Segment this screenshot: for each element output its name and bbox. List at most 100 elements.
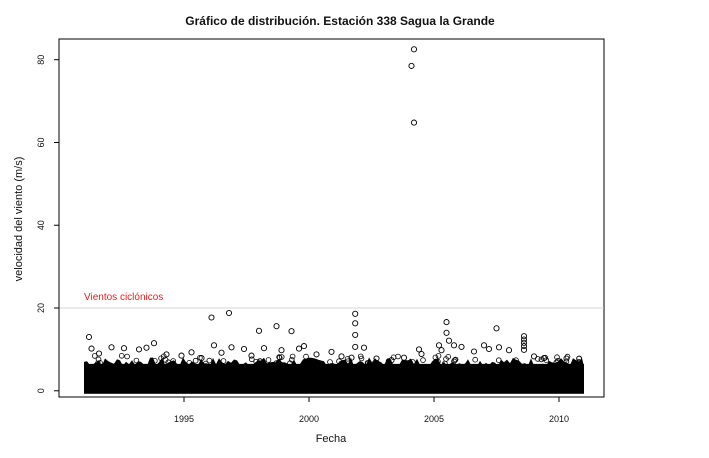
data-point [225, 309, 233, 317]
data-point [400, 354, 408, 361]
data-point [163, 351, 170, 358]
data-point [520, 333, 528, 340]
data-point [540, 355, 548, 362]
data-point [563, 355, 570, 362]
data-point [408, 62, 415, 69]
band-point [435, 353, 442, 359]
dense-band-fill [84, 363, 584, 394]
data-point [178, 352, 185, 359]
band-point [327, 359, 333, 365]
data-point [300, 343, 308, 350]
band-point [124, 353, 130, 360]
data-point [218, 349, 225, 356]
x-tick-label: 2005 [424, 414, 444, 424]
data-point [443, 319, 450, 326]
y-axis: 0 20 40 60 80 [36, 55, 60, 393]
data-point [410, 46, 418, 53]
data-point [228, 344, 235, 351]
band-point [364, 360, 371, 366]
band-point [576, 355, 582, 362]
band-point [385, 358, 392, 364]
data-point [360, 344, 368, 351]
data-point [240, 345, 248, 353]
y-tick-label: 40 [36, 220, 46, 230]
band-point [97, 359, 103, 366]
y-axis-label: velocidad del viento (m/s) [13, 157, 25, 282]
data-point [373, 355, 380, 362]
band-point [192, 357, 199, 364]
band-point [133, 357, 140, 364]
data-point [450, 342, 458, 349]
data-point [485, 345, 493, 353]
band-point [357, 353, 364, 360]
data-points [85, 46, 583, 366]
chart-title: Gráfico de distribución. Estación 338 Sa… [185, 14, 495, 28]
band-point [443, 356, 449, 362]
data-point [388, 357, 395, 364]
band-point [303, 353, 309, 360]
data-point [470, 348, 478, 355]
band-point [409, 359, 416, 365]
data-point [85, 333, 93, 341]
data-point [410, 119, 418, 126]
data-point [530, 353, 538, 360]
data-point [520, 336, 528, 343]
band-point [220, 358, 227, 364]
data-point [120, 345, 128, 352]
band-point [373, 359, 380, 366]
data-point [313, 351, 320, 358]
data-point [248, 352, 255, 359]
data-point [352, 310, 359, 317]
band-point [513, 357, 519, 364]
band-point [273, 360, 279, 367]
plot-frame [58, 38, 605, 398]
y-tick-label: 0 [36, 388, 46, 393]
data-point [553, 359, 560, 366]
band-point [265, 357, 272, 363]
dense-band [84, 352, 584, 394]
data-point [505, 347, 513, 354]
band-point [257, 358, 263, 364]
band-point [344, 355, 351, 362]
data-point [273, 323, 280, 330]
x-tick-label: 2010 [549, 414, 569, 424]
dense-band-edge [84, 357, 584, 367]
band-point [253, 358, 260, 365]
band-point [472, 356, 479, 363]
data-point [338, 353, 345, 360]
x-tick-label: 1995 [174, 414, 194, 424]
y-tick-label: 80 [36, 55, 46, 65]
data-point [135, 346, 143, 353]
data-point [352, 320, 359, 327]
data-point [295, 345, 303, 352]
band-point [118, 352, 125, 359]
band-point [203, 360, 209, 367]
band-point [435, 358, 441, 365]
data-point [208, 314, 215, 321]
data-point [575, 359, 583, 366]
data-point [143, 344, 150, 351]
data-point [415, 346, 423, 353]
band-point [452, 356, 459, 363]
data-point [352, 331, 359, 338]
data-point [188, 349, 195, 356]
band-point [276, 354, 282, 360]
band-point [95, 360, 101, 367]
cyclonic-threshold-label: Vientos ciclónicos [84, 292, 163, 303]
band-point [287, 360, 293, 367]
band-point [420, 357, 426, 363]
data-point [88, 345, 95, 352]
data-point [348, 354, 355, 361]
data-point [95, 350, 103, 357]
data-point [520, 343, 528, 350]
band-point [395, 353, 401, 360]
data-point [520, 346, 528, 353]
band-point [495, 357, 502, 364]
band-point [432, 354, 439, 361]
data-point [288, 328, 295, 335]
x-axis-label: Fecha [316, 433, 347, 445]
band-point [344, 358, 351, 365]
data-point [150, 340, 158, 347]
